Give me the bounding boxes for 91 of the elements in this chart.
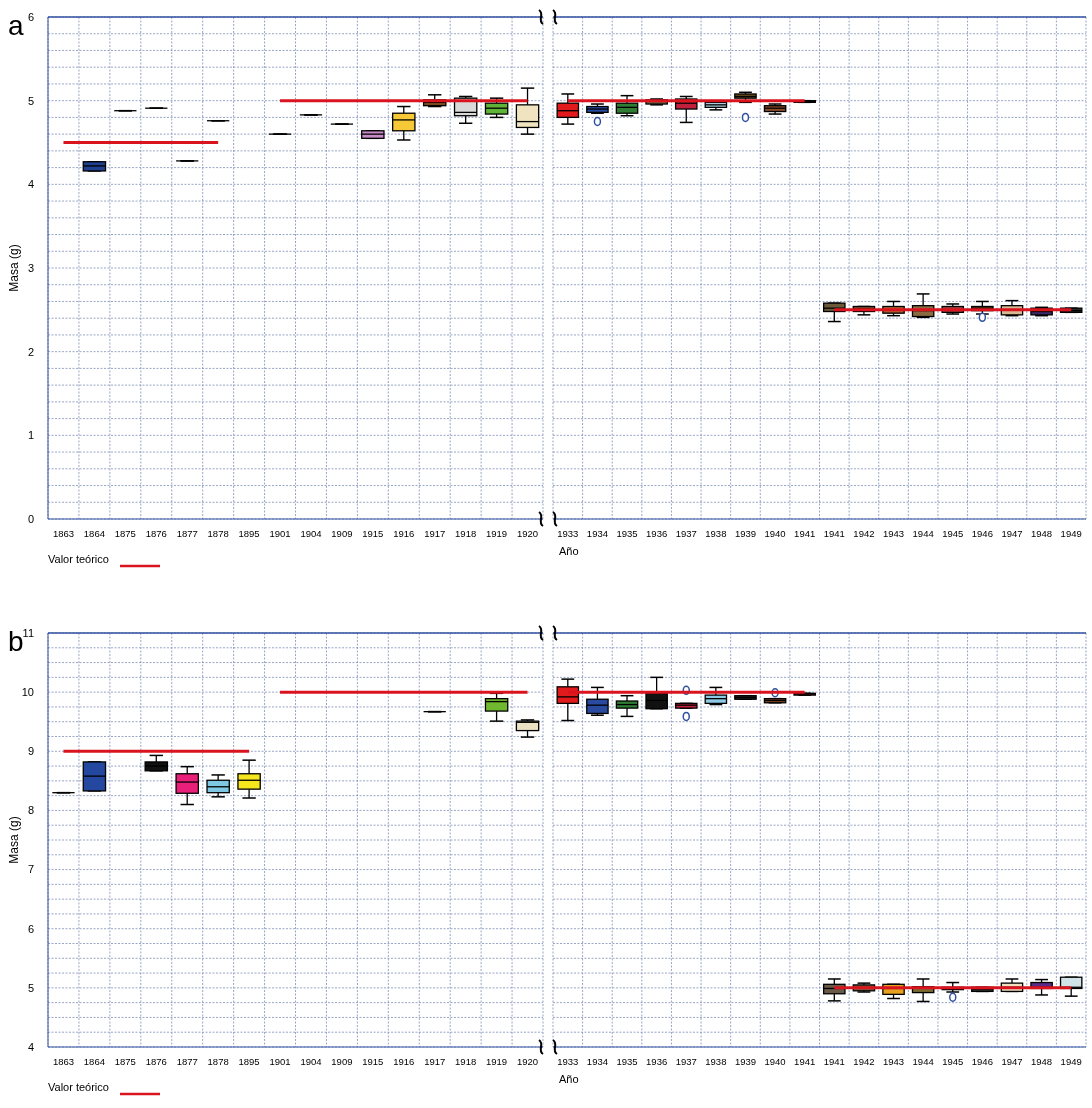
x-tick-label: 1878 xyxy=(207,1056,229,1067)
x-tick-label: 1876 xyxy=(145,1056,167,1067)
y-tick-label: 10 xyxy=(21,685,34,698)
x-tick-label: 1918 xyxy=(455,1056,477,1067)
x-tick-label: 1901 xyxy=(269,1056,291,1067)
x-tick-label: 1944 xyxy=(912,528,934,539)
x-tick-label: 1877 xyxy=(176,1056,198,1067)
x-tick-label: 1895 xyxy=(238,1056,260,1067)
y-tick-label: 3 xyxy=(27,261,34,274)
x-tick-label: 1904 xyxy=(300,528,322,539)
x-tick-label: 1949 xyxy=(1060,1056,1082,1067)
x-tick-label: 1919 xyxy=(486,528,508,539)
y-tick-label: 6 xyxy=(27,922,34,935)
y-axis-title: Masa (g) xyxy=(7,244,21,292)
x-tick-label: 1915 xyxy=(362,528,384,539)
x-tick-label: 1938 xyxy=(705,1056,727,1067)
y-tick-label: 4 xyxy=(27,178,34,191)
x-tick-label: 1945 xyxy=(942,528,964,539)
x-tick-label: 1895 xyxy=(238,528,260,539)
y-tick-label: 5 xyxy=(27,981,34,994)
y-axis-title: Masa (g) xyxy=(7,816,21,864)
x-tick-label: 1915 xyxy=(362,1056,384,1067)
x-tick-label: 1909 xyxy=(331,528,353,539)
x-tick-label: 1937 xyxy=(675,528,697,539)
x-tick-label: 1877 xyxy=(176,528,198,539)
x-tick-label: 1933 xyxy=(557,528,579,539)
x-tick-label: 1875 xyxy=(114,528,136,539)
x-tick-label: 1916 xyxy=(393,528,415,539)
y-tick-label: 7 xyxy=(27,863,34,876)
x-tick-label: 1943 xyxy=(882,528,905,539)
x-tick-label: 1937 xyxy=(675,1056,697,1067)
x-tick-label: 1938 xyxy=(705,528,727,539)
x-tick-label: 1933 xyxy=(557,1056,579,1067)
x-tick-label: 1918 xyxy=(455,528,477,539)
x-tick-label: 1920 xyxy=(516,1056,539,1067)
chart-title: a xyxy=(8,10,24,41)
x-tick-label: 1939 xyxy=(734,1056,757,1067)
y-tick-label: 2 xyxy=(27,345,34,358)
x-axis-title: Año xyxy=(559,545,579,557)
y-tick-label: 0 xyxy=(27,512,34,525)
y-tick-label: 1 xyxy=(27,429,34,442)
x-tick-label: 1917 xyxy=(424,1056,446,1067)
x-tick-label: 1935 xyxy=(616,528,638,539)
x-tick-label: 1945 xyxy=(942,1056,964,1067)
x-tick-label: 1909 xyxy=(331,1056,353,1067)
x-tick-label: 1946 xyxy=(971,1056,993,1067)
x-tick-label: 1942 xyxy=(853,528,875,539)
x-tick-label: 1863 xyxy=(52,528,75,539)
y-tick-label: 6 xyxy=(27,10,34,23)
x-tick-label: 1864 xyxy=(83,1056,105,1067)
x-tick-label: 1941 xyxy=(794,1056,816,1067)
x-tick-label: 1939 xyxy=(734,528,757,539)
x-tick-label: 1904 xyxy=(300,1056,322,1067)
x-tick-label: 1948 xyxy=(1031,1056,1053,1067)
x-tick-label: 1947 xyxy=(1001,528,1023,539)
x-tick-label: 1947 xyxy=(1001,1056,1023,1067)
x-tick-label: 1901 xyxy=(269,528,291,539)
legend-label: Valor teórico xyxy=(48,553,109,565)
y-tick-label: 5 xyxy=(27,94,34,107)
x-tick-label: 1878 xyxy=(207,528,229,539)
x-tick-label: 1876 xyxy=(145,528,167,539)
x-tick-label: 1941 xyxy=(823,528,845,539)
x-tick-label: 1949 xyxy=(1060,528,1082,539)
x-tick-label: 1941 xyxy=(794,528,816,539)
x-tick-label: 1934 xyxy=(586,528,608,539)
x-tick-label: 1936 xyxy=(646,1056,668,1067)
x-tick-label: 1864 xyxy=(83,528,105,539)
x-tick-label: 1920 xyxy=(516,528,539,539)
x-tick-label: 1934 xyxy=(586,1056,608,1067)
x-tick-label: 1863 xyxy=(52,1056,75,1067)
legend-label: Valor teórico xyxy=(48,1081,109,1093)
x-tick-label: 1919 xyxy=(486,1056,508,1067)
x-tick-label: 1940 xyxy=(764,528,786,539)
y-tick-label: 9 xyxy=(27,745,34,758)
x-tick-label: 1916 xyxy=(393,1056,415,1067)
y-tick-label: 11 xyxy=(22,626,34,639)
x-axis-title: Año xyxy=(559,1073,579,1085)
x-tick-label: 1943 xyxy=(882,1056,905,1067)
x-tick-label: 1941 xyxy=(823,1056,845,1067)
x-tick-label: 1946 xyxy=(971,528,993,539)
x-tick-label: 1935 xyxy=(616,1056,638,1067)
y-tick-label: 8 xyxy=(27,804,34,817)
x-tick-label: 1940 xyxy=(764,1056,786,1067)
x-tick-label: 1875 xyxy=(114,1056,136,1067)
x-tick-label: 1944 xyxy=(912,1056,934,1067)
x-tick-label: 1942 xyxy=(853,1056,875,1067)
chart-title: b xyxy=(8,626,24,657)
x-tick-label: 1917 xyxy=(424,528,446,539)
x-tick-label: 1948 xyxy=(1031,528,1053,539)
x-tick-label: 1936 xyxy=(646,528,668,539)
y-tick-label: 4 xyxy=(27,1040,34,1053)
